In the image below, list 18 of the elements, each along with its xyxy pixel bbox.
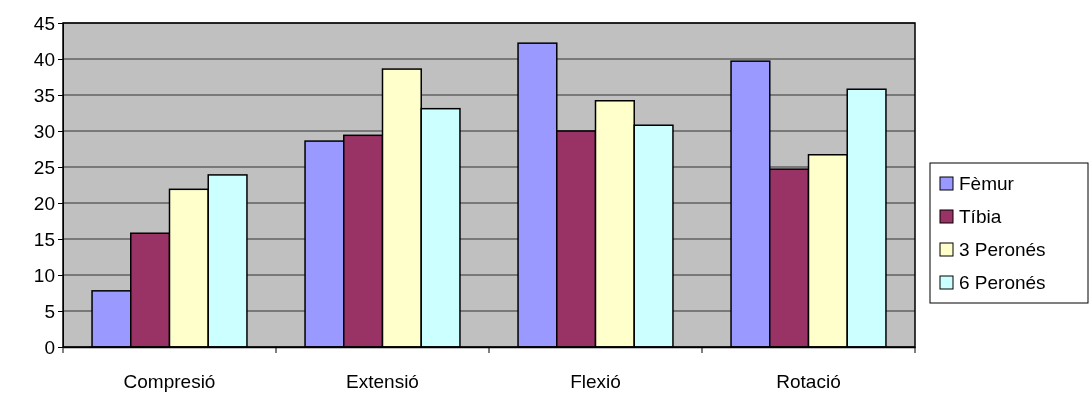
x-tick-label: Flexió xyxy=(570,371,621,393)
y-tick-label: 45 xyxy=(33,12,55,34)
x-tick-label: Extensió xyxy=(346,371,419,393)
y-tick-label: 40 xyxy=(33,48,55,70)
y-tick-label: 15 xyxy=(33,228,55,250)
legend-label: 3 Peronés xyxy=(959,239,1046,260)
legend-label: Fèmur xyxy=(959,173,1015,194)
y-tick-label: 0 xyxy=(44,336,55,358)
y-tick-label: 10 xyxy=(33,264,55,286)
y-tick-label: 30 xyxy=(33,120,55,142)
legend-label: Tíbia xyxy=(959,206,1002,227)
x-tick-label: Compresió xyxy=(123,371,216,393)
y-tick-label: 35 xyxy=(33,84,55,106)
y-tick-label: 25 xyxy=(33,156,55,178)
x-tick-label: Rotació xyxy=(776,371,841,393)
y-tick-label: 20 xyxy=(33,192,55,214)
legend-label: 6 Peronés xyxy=(959,272,1046,293)
y-tick-label: 5 xyxy=(44,300,55,322)
